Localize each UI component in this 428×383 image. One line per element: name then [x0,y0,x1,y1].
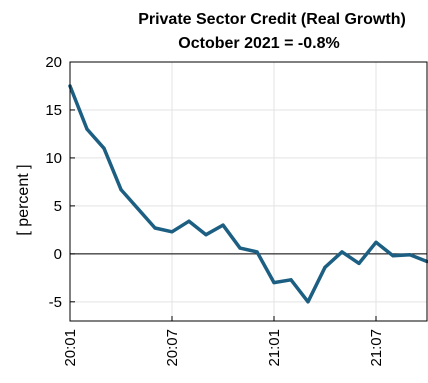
y-tick-label: 20 [45,54,62,71]
data-point [408,253,412,257]
data-point [170,230,174,234]
x-tick-label: 20:07 [164,329,181,367]
x-tick-label: 21:07 [368,329,385,367]
data-point [289,278,293,282]
data-point [119,188,123,192]
data-point [323,265,327,269]
y-tick-label: 0 [54,246,62,263]
data-point [85,127,89,131]
series-group [68,84,428,304]
y-tick-label: 5 [54,198,62,215]
data-point [255,250,259,254]
x-tick-label: 21:01 [266,329,283,367]
data-point [153,226,157,230]
plot-frame [69,61,428,322]
data-point [102,146,106,150]
y-tick-label: 15 [45,102,62,119]
x-axis-ticks: 20:01 20:07 21:01 21:07 [62,316,385,367]
y-axis-label: [ percent ] [15,164,32,235]
y-tick-label: -5 [49,294,62,311]
chart-title: Private Sector Credit (Real Growth) [138,11,406,28]
x-tick-label: 20:01 [62,329,79,367]
y-tick-label: 10 [45,150,62,167]
data-point [238,246,242,250]
y-axis-ticks: -5 0 5 10 15 20 [45,54,75,311]
data-point [357,261,361,265]
data-point [136,207,140,211]
chart-subtitle: October 2021 = -0.8% [178,35,339,52]
data-point [391,254,395,258]
series-line [68,84,428,304]
data-point [272,281,276,285]
data-point [204,233,208,237]
data-point [187,219,191,223]
data-point [340,250,344,254]
data-point [374,240,378,244]
data-point [221,223,225,227]
data-point [306,300,310,304]
